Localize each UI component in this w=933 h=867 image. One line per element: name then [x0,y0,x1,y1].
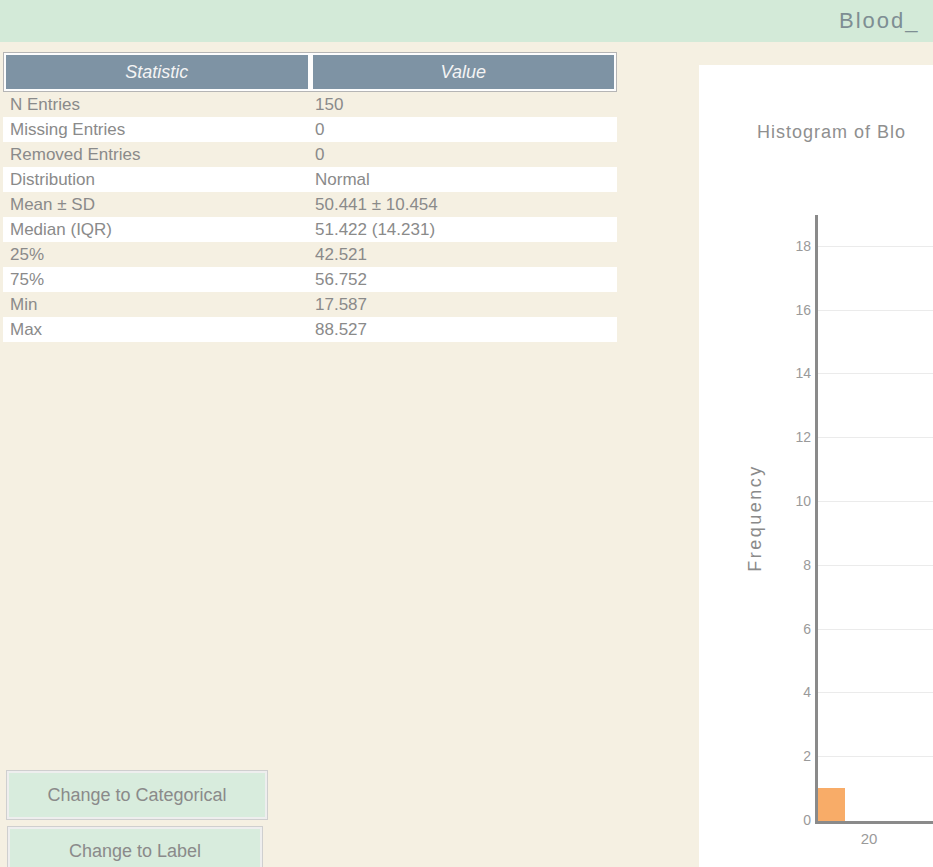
gridline [818,565,933,566]
variable-title: Blood_ [839,0,920,42]
stat-label: Distribution [3,170,315,190]
stat-value: 17.587 [315,295,617,315]
table-body: N Entries150Missing Entries0Removed Entr… [3,92,617,342]
stat-value: 0 [315,120,617,140]
y-tick-label: 0 [771,811,811,829]
gridline [818,692,933,693]
x-axis-line [815,821,933,824]
table-header-row: Statistic Value [3,52,617,92]
y-tick-label: 8 [771,556,811,574]
gridline [818,756,933,757]
stat-label: Removed Entries [3,145,315,165]
table-row: 75%56.752 [3,267,617,292]
statistics-table: Statistic Value N Entries150Missing Entr… [3,52,617,342]
table-row: N Entries150 [3,92,617,117]
table-row: Removed Entries0 [3,142,617,167]
table-row: 25%42.521 [3,242,617,267]
stat-value: 150 [315,95,617,115]
stat-label: Mean ± SD [3,195,315,215]
y-axis-label: Frequency [745,464,766,572]
table-row: DistributionNormal [3,167,617,192]
stat-value: Normal [315,170,617,190]
y-tick-label: 16 [771,301,811,319]
column-header-statistic: Statistic [6,55,308,89]
histogram-panel: Histogram of Blo Frequency 0 2 4 6 8 10 12 14 16… [699,65,933,867]
stat-value: 56.752 [315,270,617,290]
y-tick-label: 4 [771,683,811,701]
table-row: Min17.587 [3,292,617,317]
y-tick-label: 14 [771,364,811,382]
table-row: Max88.527 [3,317,617,342]
stat-label: Missing Entries [3,120,315,140]
change-to-categorical-button[interactable]: Change to Categorical [7,771,267,819]
table-row: Mean ± SD50.441 ± 10.454 [3,192,617,217]
stat-value: 51.422 (14.231) [315,220,617,240]
x-tick-label: 20 [851,830,887,848]
table-row: Missing Entries0 [3,117,617,142]
y-tick-label: 12 [771,428,811,446]
stat-label: 25% [3,245,315,265]
chart-title: Histogram of Blo [757,122,906,143]
y-tick-label: 10 [771,492,811,510]
app-window: { "header": { "title": "Blood_" }, "tabl… [0,0,933,867]
histogram-bar [818,788,845,821]
y-axis-line [815,215,818,824]
y-tick-label: 6 [771,620,811,638]
stat-label: 75% [3,270,315,290]
gridline [818,246,933,247]
y-tick-label: 2 [771,747,811,765]
gridline [818,310,933,311]
stat-label: Max [3,320,315,340]
change-to-label-button[interactable]: Change to Label [8,827,262,867]
gridline [818,437,933,438]
gridline [818,629,933,630]
y-tick-label: 18 [771,237,811,255]
gridline [818,373,933,374]
table-row: Median (IQR)51.422 (14.231) [3,217,617,242]
stat-value: 42.521 [315,245,617,265]
variable-title-band: Blood_ [0,0,933,42]
column-header-value: Value [313,55,615,89]
stat-value: 0 [315,145,617,165]
stat-label: N Entries [3,95,315,115]
gridline [818,501,933,502]
stat-value: 50.441 ± 10.454 [315,195,617,215]
stat-label: Min [3,295,315,315]
stat-label: Median (IQR) [3,220,315,240]
stat-value: 88.527 [315,320,617,340]
